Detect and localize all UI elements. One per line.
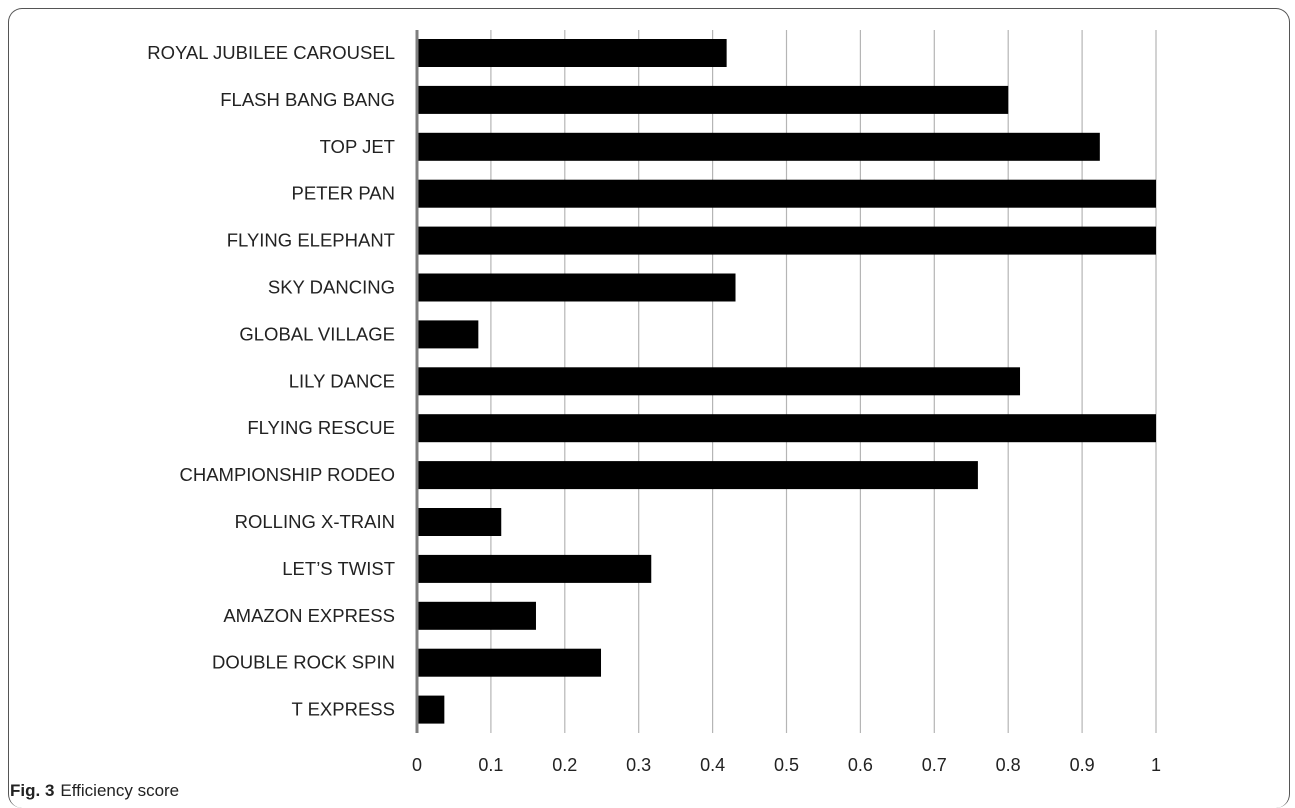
category-label: FLYING ELEPHANT	[227, 230, 395, 251]
category-label: GLOBAL VILLAGE	[239, 323, 395, 344]
category-label: FLASH BANG BANG	[220, 89, 395, 110]
bar	[417, 367, 1021, 396]
category-label: ROYAL JUBILEE CAROUSEL	[147, 42, 395, 63]
x-tick-label: 0.2	[552, 755, 577, 775]
x-tick-label: 0.9	[1070, 755, 1095, 775]
x-tick-label: 0.7	[922, 755, 947, 775]
x-tick-label: 0.6	[848, 755, 873, 775]
category-label: SKY DANCING	[268, 277, 395, 298]
category-label: FLYING RESCUE	[247, 417, 395, 438]
bar	[417, 85, 1009, 114]
category-label: AMAZON EXPRESS	[223, 605, 395, 626]
category-label: CHAMPIONSHIP RODEO	[179, 464, 395, 485]
figure-label: Fig. 3	[10, 781, 55, 800]
x-tick-label: 0	[412, 755, 422, 775]
bar	[417, 648, 602, 677]
bars	[417, 39, 1156, 724]
category-label: ROLLING X-TRAIN	[235, 511, 395, 532]
bar	[417, 508, 502, 536]
x-tick-label: 0.5	[774, 755, 799, 775]
figure-frame	[8, 8, 1290, 808]
figure-caption: Fig. 3 Efficiency score	[10, 781, 179, 801]
x-tick-label: 0.3	[626, 755, 651, 775]
x-tick-labels: 0 0.1 0.2 0.3 0.4 0.5 0.6 0.7 0.8 0.9 1	[412, 755, 1161, 775]
category-label: DOUBLE ROCK SPIN	[212, 652, 395, 673]
bar	[417, 554, 652, 583]
bar	[417, 601, 536, 630]
bar	[417, 226, 1156, 255]
bar	[417, 414, 1156, 443]
category-label: PETER PAN	[292, 183, 395, 204]
bar	[417, 695, 445, 724]
x-tick-label: 0.8	[996, 755, 1021, 775]
x-tick-label: 1	[1151, 755, 1161, 775]
category-label: LET’S TWIST	[282, 558, 395, 579]
x-tick-label: 0.1	[478, 755, 503, 775]
category-labels: ROYAL JUBILEE CAROUSEL FLASH BANG BANG TOP…	[147, 42, 395, 720]
category-label: T EXPRESS	[291, 699, 395, 720]
bar	[417, 39, 727, 67]
x-tick-label: 0.4	[700, 755, 725, 775]
bar	[417, 132, 1100, 161]
figure-caption-text: Efficiency score	[60, 781, 180, 800]
bar	[417, 320, 479, 349]
bar	[417, 179, 1156, 208]
bar	[417, 273, 736, 302]
category-label: TOP JET	[320, 136, 395, 157]
category-label: LILY DANCE	[289, 370, 395, 391]
bar	[417, 461, 978, 490]
